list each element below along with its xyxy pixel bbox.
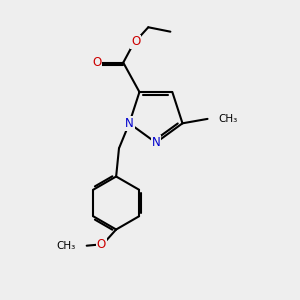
Text: O: O: [92, 56, 101, 69]
Text: CH₃: CH₃: [219, 114, 238, 124]
Text: N: N: [152, 136, 160, 149]
Text: O: O: [97, 238, 106, 251]
Text: O: O: [131, 35, 140, 49]
Text: N: N: [125, 117, 134, 130]
Text: CH₃: CH₃: [56, 241, 76, 251]
